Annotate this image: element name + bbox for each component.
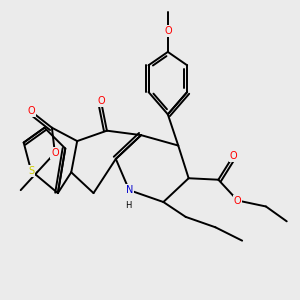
- Text: O: O: [164, 26, 172, 36]
- Text: O: O: [27, 106, 35, 116]
- Text: N: N: [125, 185, 133, 195]
- Text: O: O: [51, 148, 59, 158]
- Text: O: O: [97, 96, 105, 106]
- Text: S: S: [28, 166, 34, 176]
- Text: H: H: [125, 201, 132, 210]
- Text: O: O: [230, 151, 237, 161]
- Text: O: O: [234, 196, 242, 206]
